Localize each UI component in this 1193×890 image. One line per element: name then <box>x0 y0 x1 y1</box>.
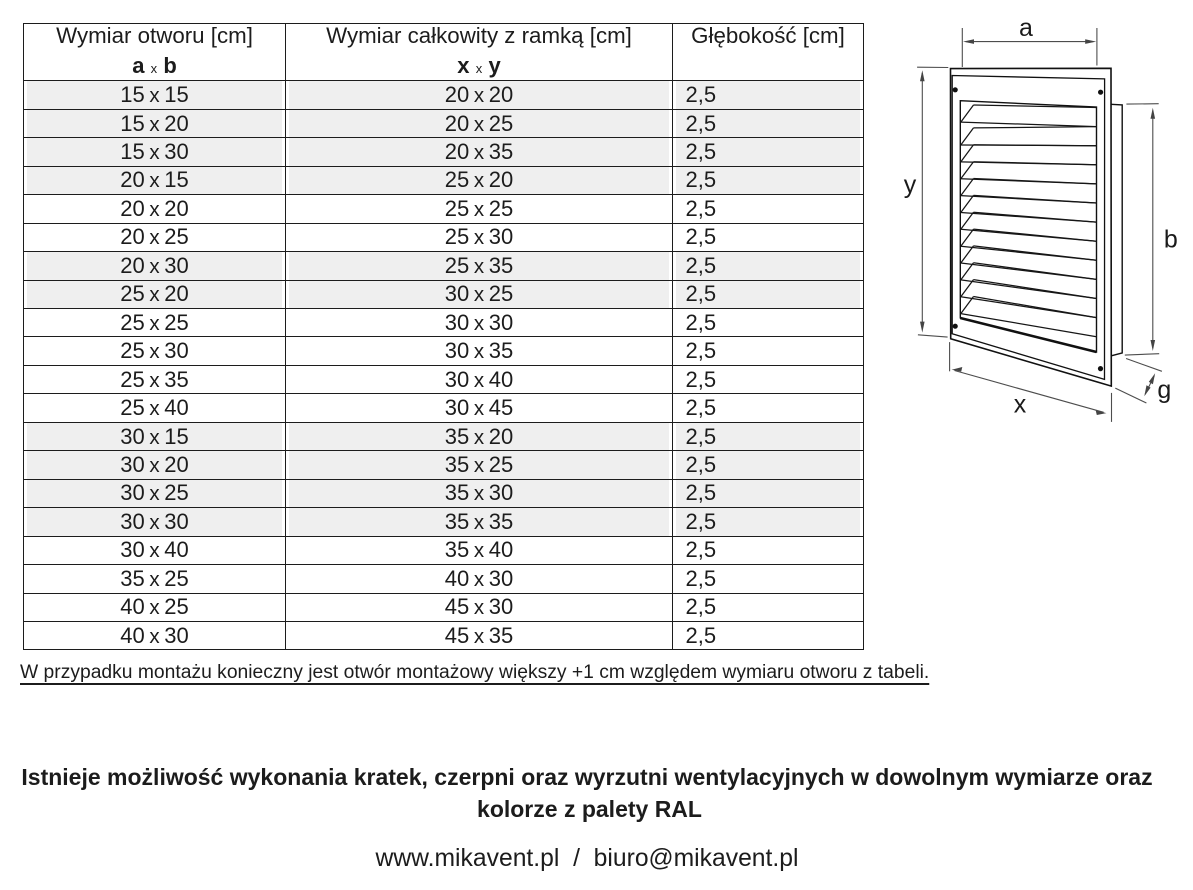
svg-text:x: x <box>1014 390 1027 418</box>
svg-text:y: y <box>904 171 917 199</box>
svg-text:g: g <box>1157 376 1171 404</box>
svg-text:a: a <box>1019 14 1033 42</box>
svg-text:b: b <box>1164 226 1178 254</box>
